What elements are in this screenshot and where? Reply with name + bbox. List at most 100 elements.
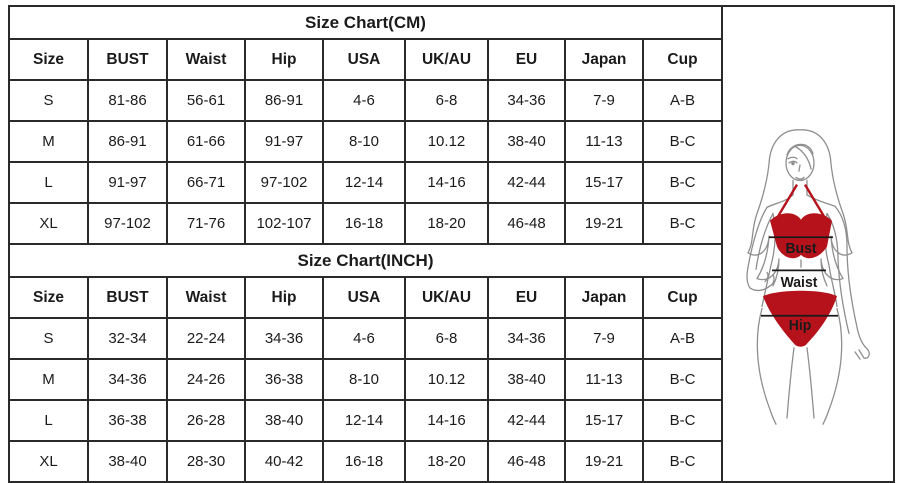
column-header: USA [322,276,406,319]
data-cell: 38-40 [487,358,566,401]
column-header: UK/AU [404,38,489,81]
column-header: Cup [642,276,723,319]
data-cell: 34-36 [487,317,566,360]
size-label-cell: XL [8,202,89,245]
data-cell: 86-91 [87,120,168,163]
data-cell: 16-18 [322,440,406,483]
data-cell: 11-13 [564,120,644,163]
data-cell: 38-40 [87,440,168,483]
data-cell: 56-61 [166,79,246,122]
data-cell: B-C [642,161,723,204]
arm-left-inner [755,212,774,270]
column-header: Hip [244,276,324,319]
chart-title-row: Size Chart(CM) [8,5,723,40]
leg-right-inner [806,347,815,419]
column-header: BUST [87,276,168,319]
table-row: XL 38-40 28-30 40-42 16-18 18-20 46-48 19-21 B-C [8,440,723,483]
data-cell: 10.12 [404,358,489,401]
column-header: Waist [166,38,246,81]
data-cell: 42-44 [487,161,566,204]
column-header: Japan [564,276,644,319]
data-cell: 6-8 [404,317,489,360]
column-header: EU [487,276,566,319]
data-cell: 40-42 [244,440,324,483]
data-cell: 97-102 [87,202,168,245]
measurement-figure-illustration: Bust Waist Hip [746,129,870,425]
data-cell: 81-86 [87,79,168,122]
size-label-cell: L [8,399,89,442]
shoulder-right [806,194,836,207]
size-label-cell: S [8,79,89,122]
leg-right-outer [822,307,843,425]
data-cell: 42-44 [487,399,566,442]
data-cell: 18-20 [404,202,489,245]
data-cell: 11-13 [564,358,644,401]
data-cell: 36-38 [87,399,168,442]
measurement-figure-panel: Bust Waist Hip [721,5,895,483]
data-cell: 32-34 [87,317,168,360]
data-cell: 34-36 [87,358,168,401]
data-cell: 22-24 [166,317,246,360]
column-header: Hip [244,38,324,81]
arm-right-inner [826,212,850,334]
data-cell: 36-38 [244,358,324,401]
data-cell: 34-36 [487,79,566,122]
column-header: Size [8,276,89,319]
data-cell: B-C [642,440,723,483]
data-cell: 86-91 [244,79,324,122]
table-row: S 32-34 22-24 34-36 4-6 6-8 34-36 7-9 A-B [8,317,723,360]
chart-title: Size Chart(CM) [8,5,723,40]
data-cell: B-C [642,358,723,401]
data-cell: 66-71 [166,161,246,204]
table-row: L 36-38 26-28 38-40 12-14 14-16 42-44 15-17 B-C [8,399,723,442]
data-cell: 91-97 [87,161,168,204]
data-cell: 19-21 [564,440,644,483]
column-header: Cup [642,38,723,81]
chart-title-row: Size Chart(INCH) [8,243,723,278]
data-cell: B-C [642,399,723,442]
data-cell: 46-48 [487,440,566,483]
data-cell: 19-21 [564,202,644,245]
table-row: S 81-86 56-61 86-91 4-6 6-8 34-36 7-9 A-B [8,79,723,122]
table-row: L 91-97 66-71 97-102 12-14 14-16 42-44 15-17 B-C [8,161,723,204]
data-cell: A-B [642,317,723,360]
data-cell: 10.12 [404,120,489,163]
data-cell: 61-66 [166,120,246,163]
data-cell: 26-28 [166,399,246,442]
data-cell: 34-36 [244,317,324,360]
data-cell: 46-48 [487,202,566,245]
data-cell: B-C [642,202,723,245]
data-cell: 12-14 [322,161,406,204]
arm-left-outer [746,206,768,289]
data-cell: 71-76 [166,202,246,245]
data-cell: 15-17 [564,399,644,442]
hand-right [854,347,870,360]
data-cell: 28-30 [166,440,246,483]
leg-left-inner [786,347,795,419]
column-header: Size [8,38,89,81]
column-header: Waist [166,276,246,319]
size-label-cell: M [8,120,89,163]
data-cell: 14-16 [404,399,489,442]
chart-title: Size Chart(INCH) [8,243,723,278]
data-cell: B-C [642,120,723,163]
waist-label: Waist [781,275,818,291]
data-cell: 7-9 [564,317,644,360]
data-cell: 97-102 [244,161,324,204]
size-label-cell: XL [8,440,89,483]
size-label-cell: M [8,358,89,401]
data-cell: 16-18 [322,202,406,245]
size-chart-table: Size Chart(CM) Size BUST Waist Hip USA UK/AU EU… [8,5,723,483]
header-row: Size BUST Waist Hip USA UK/AU EU Japan Cup [8,38,723,81]
table-row: M 86-91 61-66 91-97 8-10 10.12 38-40 11-13 B-C [8,120,723,163]
arm-right-outer [834,205,867,349]
data-cell: 12-14 [322,399,406,442]
bikini-top [770,183,832,259]
facial-features [787,156,805,180]
data-cell: 38-40 [244,399,324,442]
measurement-lines [761,236,838,317]
data-cell: 18-20 [404,440,489,483]
data-cell: A-B [642,79,723,122]
table-row: M 34-36 24-26 36-38 8-10 10.12 38-40 11-13 B-C [8,358,723,401]
